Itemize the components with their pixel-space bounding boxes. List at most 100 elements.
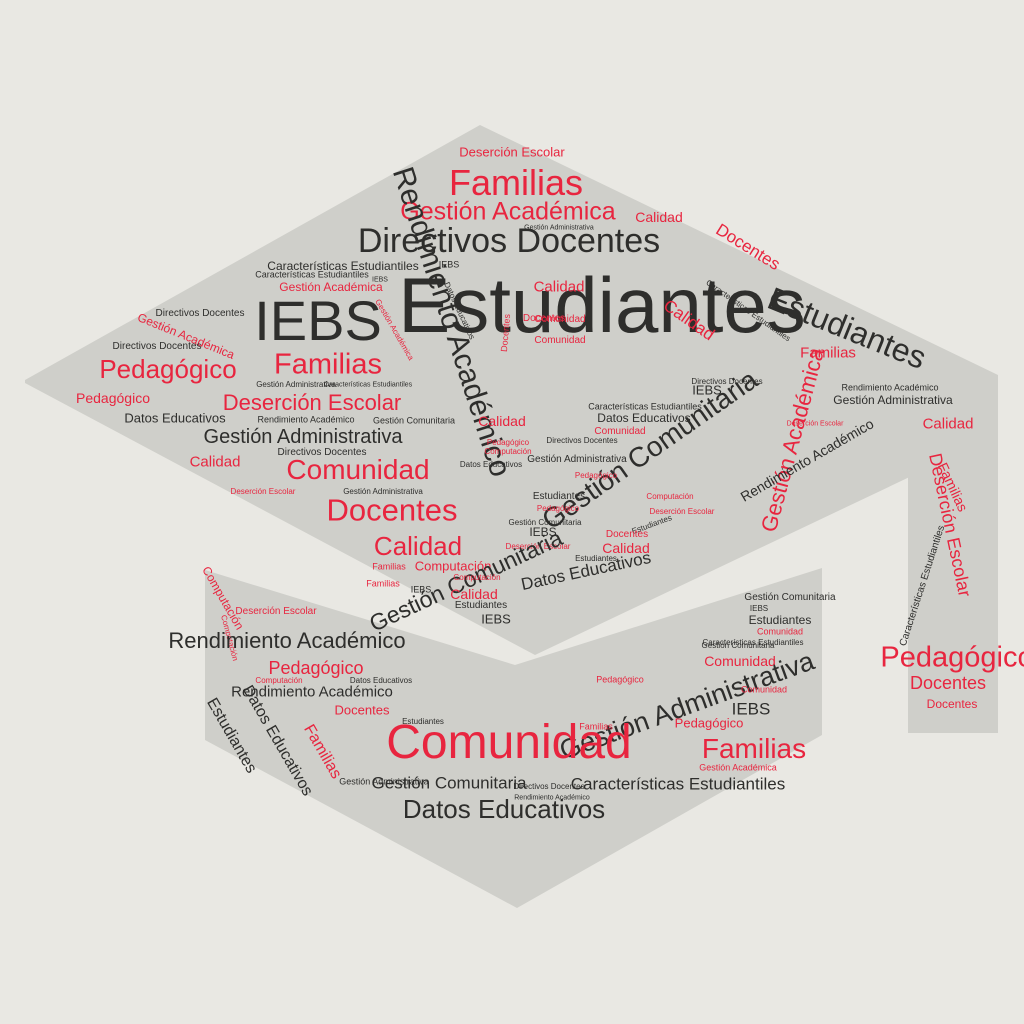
word-desercion-escolar: Deserción Escolar <box>235 606 317 617</box>
word-pedagogico: Pedagógico <box>674 715 744 731</box>
word-estudiantes: Estudiantes <box>454 600 508 611</box>
word-datos-educativos: Datos Educativos <box>597 411 691 425</box>
cap-board <box>25 125 998 655</box>
word-docentes: Docentes <box>909 673 987 693</box>
word-iebs: IEBS <box>749 604 769 613</box>
word-caracteristicas-estudiantiles: Características Estudiantiles <box>323 381 413 389</box>
word-familias: Familias <box>372 561 406 572</box>
word-familias: Familias <box>579 721 613 732</box>
word-calidad: Calidad <box>478 413 526 429</box>
word-estudiantes: Estudiantes <box>532 491 586 502</box>
word-docentes: Docentes <box>334 702 390 718</box>
word-gestion-administrativa: Gestión Administrativa <box>833 393 953 407</box>
word-docentes: Docentes <box>605 529 649 540</box>
word-caracteristicas-estudiantiles: Características Estudiantiles <box>702 638 804 647</box>
word-familias: Familias <box>701 733 807 764</box>
word-comunidad: Comunidad <box>286 454 430 485</box>
word-gestion-comunitaria: Gestión Comunitaria <box>508 518 582 527</box>
word-desercion-escolar: Deserción Escolar <box>230 487 296 496</box>
word-directivos-docentes: Directivos Docentes <box>691 377 763 386</box>
word-directivos-docentes: Directivos Docentes <box>513 782 585 791</box>
word-directivos-docentes: Directivos Docentes <box>155 308 245 319</box>
word-gestion-academica: Gestión Académica <box>699 762 777 773</box>
word-caracteristicas-estudiantiles: Características Estudiantiles <box>897 524 948 648</box>
word-computacion: Computación <box>414 558 492 574</box>
word-gestion-comunitaria: Gestión Comunitaria <box>371 773 527 793</box>
word-comunidad: Comunidad <box>756 626 804 637</box>
word-calidad: Calidad <box>922 415 974 433</box>
word-computacion: Computación <box>453 573 501 582</box>
word-gestion-administrativa: Gestión Administrativa <box>524 224 594 232</box>
word-gestion-academica: Gestión Académica <box>279 280 383 294</box>
word-familias: Familias <box>300 721 345 782</box>
word-desercion-escolar: Deserción Escolar <box>649 507 715 516</box>
word-caracteristicas-estudiantiles: Características Estudiantiles <box>267 259 419 273</box>
word-gestion-comunitaria: Gestión Comunitaria <box>372 415 456 426</box>
word-estudiantes: Estudiantes <box>575 554 617 563</box>
word-comunidad: Comunidad <box>386 716 632 769</box>
word-iebs: IEBS <box>529 525 557 539</box>
word-docentes: Docentes <box>522 313 566 324</box>
word-gestion-administrativa: Gestión Administrativa <box>343 487 423 496</box>
word-calidad: Calidad <box>602 540 650 556</box>
word-familias: Familias <box>800 344 856 362</box>
word-gestion-academica: Gestión Académica <box>755 345 830 535</box>
word-caracteristicas-estudiantiles: Características Estudiantiles <box>588 401 702 412</box>
word-directivos-docentes: Directivos Docentes <box>112 341 202 352</box>
word-caracteristicas-estudiantiles: Características Estudiantiles <box>255 269 369 280</box>
word-desercion-escolar: Deserción Escolar <box>459 144 565 160</box>
word-computacion: Computación <box>484 447 532 456</box>
word-gestion-administrativa: Gestión Administrativa <box>339 776 429 787</box>
cap-base <box>205 568 822 908</box>
word-rendimiento-academico: Rendimiento Académico <box>514 794 590 802</box>
cap-tassel <box>908 420 998 733</box>
word-pedagogico: Pedagógico <box>76 390 150 406</box>
word-computacion: Computación <box>646 492 694 501</box>
word-estudiantes: Estudiantes <box>398 261 806 349</box>
word-gestion-comunitaria: Gestión Comunitaria <box>701 641 775 650</box>
word-datos-educativos: Datos Educativos <box>124 410 226 426</box>
word-docentes: Docentes <box>926 697 978 711</box>
word-datos-educativos: Datos Educativos <box>459 460 523 469</box>
word-familias: Familias <box>448 162 584 203</box>
word-gestion-administrativa: Gestión Administrativa <box>203 426 403 448</box>
word-comunidad: Comunidad <box>534 335 586 346</box>
word-familias: Familias <box>274 348 382 381</box>
word-iebs: IEBS <box>438 259 460 270</box>
word-caracteristicas-estudiantiles: Características Estudiantiles <box>570 774 786 794</box>
word-iebs: IEBS <box>254 289 382 352</box>
word-iebs: IEBS <box>481 611 511 627</box>
word-pedagogico: Pedagógico <box>880 641 1024 674</box>
word-desercion-escolar: Deserción Escolar <box>222 390 402 415</box>
word-rendimiento-academico: Rendimiento Académico <box>231 683 393 701</box>
word-rendimiento-academico: Rendimiento Académico <box>168 628 406 653</box>
word-iebs: IEBS <box>692 382 722 398</box>
word-pedagogico: Pedagógico <box>268 658 364 678</box>
word-iebs: IEBS <box>410 584 432 595</box>
word-pedagogico: Pedagógico <box>536 504 580 513</box>
word-gestion-academica: Gestión Académica <box>400 197 616 226</box>
word-pedagogico: Pedagógico <box>99 354 237 384</box>
word-pedagogico: Pedagógico <box>574 471 618 480</box>
word-calidad: Calidad <box>533 278 585 296</box>
word-rendimiento-academico: Rendimiento Académico <box>841 382 939 393</box>
word-calidad: Calidad <box>189 453 241 471</box>
word-estudiantes: Estudiantes <box>748 613 812 627</box>
word-gestion-comunitaria: Gestión Comunitaria <box>744 592 836 603</box>
word-directivos-docentes: Directivos Docentes <box>277 447 367 458</box>
word-calidad: Calidad <box>450 586 498 602</box>
word-computacion: Computación <box>255 676 303 685</box>
word-iebs: IEBS <box>731 699 771 719</box>
word-comunidad: Comunidad <box>594 426 646 437</box>
word-pedagogico: Pedagógico <box>486 438 530 447</box>
word-desercion-escolar: Deserción Escolar <box>505 542 571 551</box>
word-familias: Familias <box>366 578 400 589</box>
word-desercion-escolar: Deserción Escolar <box>786 420 844 428</box>
word-pedagogico: Pedagógico <box>596 674 644 685</box>
word-directivos-docentes: Directivos Docentes <box>546 436 618 445</box>
word-gestion-administrativa: Gestión Administrativa <box>256 380 336 389</box>
word-comunidad: Comunidad <box>704 653 776 669</box>
word-rendimiento-academico: Rendimiento Académico <box>257 414 355 425</box>
